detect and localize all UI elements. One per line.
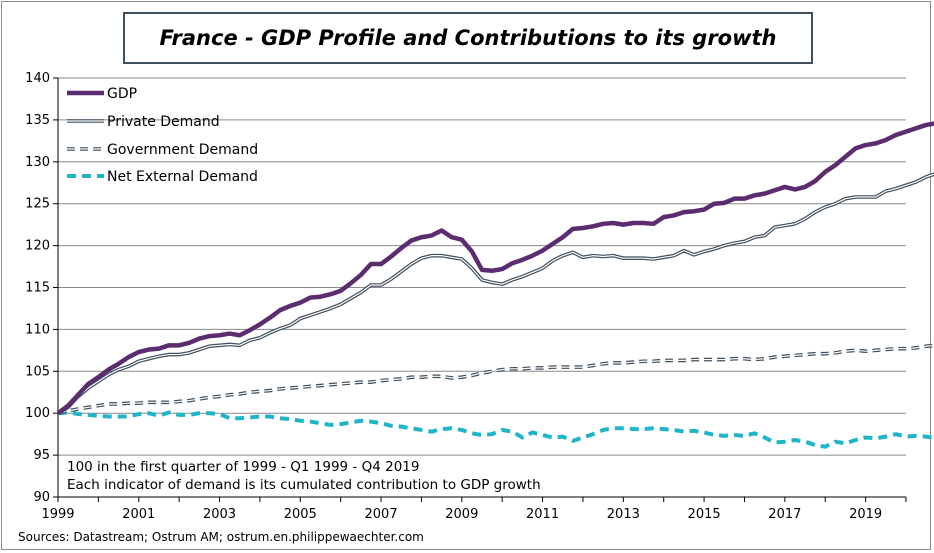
x-tick-label: 2015 xyxy=(688,507,721,522)
x-tick-label: 2013 xyxy=(607,507,640,522)
x-tick-label: 2001 xyxy=(122,507,155,522)
y-tick-label: 110 xyxy=(25,322,50,337)
series-line-private-demand xyxy=(57,172,934,415)
x-tick-label: 2005 xyxy=(284,507,317,522)
y-tick-label: 120 xyxy=(25,239,50,254)
y-tick-label: 140 xyxy=(25,71,50,86)
chart-source: Sources: Datastream; Ostrum AM; ostrum.e… xyxy=(18,530,424,544)
series-line-net-external-demand xyxy=(57,410,934,449)
y-tick-label: 90 xyxy=(33,490,50,505)
y-tick-label: 125 xyxy=(25,197,50,212)
y-tick-label: 115 xyxy=(25,281,50,296)
chart-note-method: Each indicator of demand is its cumulate… xyxy=(67,477,541,493)
legend-label-net-external-demand: Net External Demand xyxy=(107,169,258,185)
y-tick-label: 100 xyxy=(25,406,50,421)
y-tick-label: 130 xyxy=(25,155,50,170)
x-tick-label: 2017 xyxy=(768,507,801,522)
x-tick-label: 1999 xyxy=(41,507,74,522)
legend-label-gdp: GDP xyxy=(107,86,137,102)
x-tick-label: 2019 xyxy=(849,507,882,522)
y-tick-label: 105 xyxy=(25,364,50,379)
x-tick-label: 2007 xyxy=(365,507,398,522)
series-line-private-demand-inner xyxy=(57,173,934,414)
series-line-gdp xyxy=(56,121,934,416)
y-tick-label: 95 xyxy=(33,448,50,463)
chart-title-box: France - GDP Profile and Contributions t… xyxy=(123,12,813,64)
x-tick-label: 2003 xyxy=(203,507,236,522)
x-tick-label: 2009 xyxy=(445,507,478,522)
legend-label-government-demand: Government Demand xyxy=(107,142,258,158)
x-tick-label: 2011 xyxy=(526,507,559,522)
legend-label-private-demand: Private Demand xyxy=(107,114,220,130)
series-line-government-demand-inner xyxy=(57,344,934,414)
y-tick-label: 135 xyxy=(25,113,50,128)
chart-note-base: 100 in the first quarter of 1999 - Q1 19… xyxy=(67,459,420,475)
chart-title: France - GDP Profile and Contributions t… xyxy=(159,26,777,50)
